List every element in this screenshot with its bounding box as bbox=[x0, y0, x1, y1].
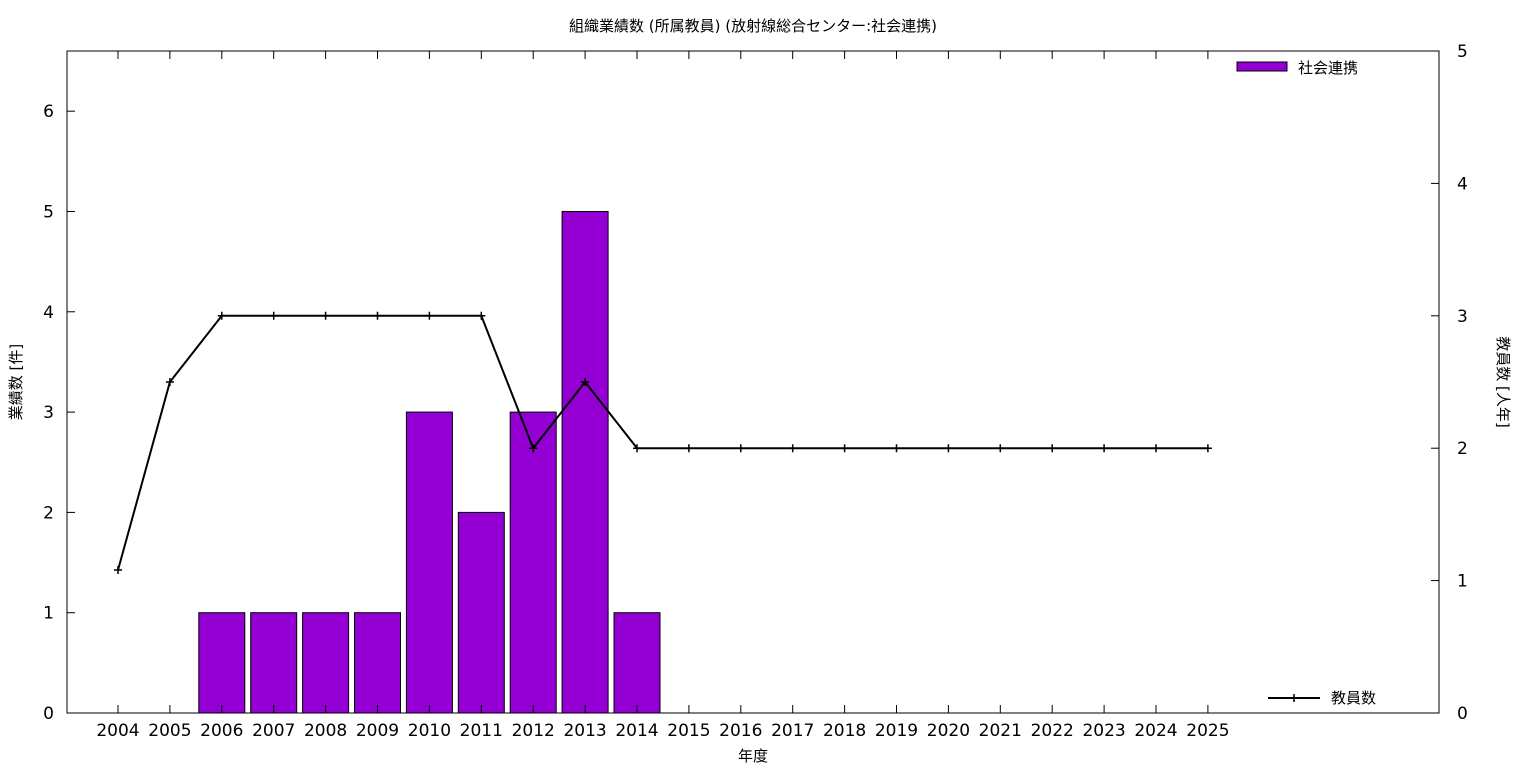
bar-2013 bbox=[561, 210, 609, 714]
x-tick-label-2004: 2004 bbox=[96, 721, 139, 741]
x-tick-label-2006: 2006 bbox=[200, 721, 243, 741]
legend-line: 教員数 bbox=[1268, 689, 1376, 707]
line-point-2010 bbox=[425, 311, 434, 320]
line-point-2018 bbox=[840, 444, 849, 453]
y-tick-label-6: 6 bbox=[43, 102, 54, 122]
y2-tick-label-2: 2 bbox=[1457, 439, 1468, 459]
legend-bar-label: 社会連携 bbox=[1298, 59, 1358, 77]
x-tick-label-2013: 2013 bbox=[563, 721, 606, 741]
y2-tick-label-1: 1 bbox=[1457, 572, 1468, 592]
line-point-2014 bbox=[633, 444, 641, 453]
legend-line-label: 教員数 bbox=[1331, 689, 1376, 707]
legend-bar: 社会連携 bbox=[1236, 59, 1358, 77]
plot-frame bbox=[66, 50, 1440, 714]
x-tick-label-2011: 2011 bbox=[460, 721, 503, 741]
line-point-2009 bbox=[373, 311, 382, 320]
x-tick-label-2017: 2017 bbox=[771, 721, 814, 741]
line-point-2008 bbox=[321, 311, 330, 320]
bar-2006 bbox=[198, 612, 246, 714]
line-point-2011 bbox=[477, 311, 486, 320]
x-tick-label-2007: 2007 bbox=[252, 721, 295, 741]
y-tick-label-4: 4 bbox=[43, 303, 54, 323]
x-tick-label-2008: 2008 bbox=[304, 721, 347, 741]
chart-title: 組織業績数 (所属教員) (放射線総合センター:社会連携) bbox=[569, 17, 937, 35]
bar-2012 bbox=[509, 411, 557, 714]
line-point-2021 bbox=[996, 444, 1005, 453]
line-point-2022 bbox=[1048, 444, 1057, 453]
line-point-2024 bbox=[1152, 444, 1160, 453]
line-point-2020 bbox=[944, 444, 953, 453]
y2-tick-label-3: 3 bbox=[1457, 307, 1468, 327]
x-tick-label-2010: 2010 bbox=[408, 721, 451, 741]
line-point-2017 bbox=[788, 444, 797, 453]
y2-tick-label-5: 5 bbox=[1457, 42, 1468, 62]
bar-2014 bbox=[613, 612, 661, 714]
y-tick-label-2: 2 bbox=[43, 503, 54, 523]
y2-tick-label-4: 4 bbox=[1457, 174, 1468, 194]
y-tick-label-0: 0 bbox=[43, 704, 54, 724]
bar-2009 bbox=[354, 612, 401, 714]
y-tick-label-3: 3 bbox=[43, 403, 54, 423]
line-point-2016 bbox=[736, 444, 745, 453]
y2-tick-label-0: 0 bbox=[1457, 704, 1468, 724]
x-tick-label-2021: 2021 bbox=[979, 721, 1022, 741]
y-tick-label-1: 1 bbox=[43, 604, 54, 624]
x-tick-label-2014: 2014 bbox=[615, 721, 658, 741]
x-tick-label-2022: 2022 bbox=[1031, 721, 1074, 741]
x-tick-label-2023: 2023 bbox=[1082, 721, 1125, 741]
line-point-2015 bbox=[684, 444, 693, 453]
bar-2010 bbox=[405, 411, 453, 714]
bar-2007 bbox=[250, 612, 298, 714]
y-tick-label-5: 5 bbox=[43, 202, 54, 222]
line-path bbox=[117, 314, 1208, 571]
legend-bar-swatch bbox=[1236, 61, 1288, 72]
bar-2008 bbox=[302, 612, 350, 714]
line-point-2007 bbox=[269, 311, 278, 320]
line-point-2023 bbox=[1100, 444, 1109, 453]
y2-axis-label: 教員数 [人年] bbox=[1494, 336, 1512, 427]
line-series bbox=[114, 311, 1212, 575]
x-tick-label-2015: 2015 bbox=[667, 721, 710, 741]
line-point-2004 bbox=[114, 566, 122, 575]
x-tick-label-2018: 2018 bbox=[823, 721, 866, 741]
x-tick-label-2012: 2012 bbox=[512, 721, 555, 741]
x-axis-label: 年度 bbox=[738, 747, 768, 765]
x-tick-label-2016: 2016 bbox=[719, 721, 762, 741]
line-point-2006 bbox=[217, 311, 226, 320]
bar-2011 bbox=[457, 511, 505, 714]
line-point-2013 bbox=[581, 378, 590, 386]
x-tick-label-2020: 2020 bbox=[927, 721, 970, 741]
bar-series bbox=[198, 210, 661, 714]
x-tick-label-2025: 2025 bbox=[1186, 721, 1229, 741]
x-axis-ticks: 2004 2005 2006 2007 2008 2009 2010 2011 2012 2013… bbox=[96, 51, 1230, 741]
line-point-2005 bbox=[165, 378, 174, 386]
y-axis-label: 業績数 [件] bbox=[7, 344, 25, 420]
line-point-2012 bbox=[529, 444, 538, 453]
x-tick-label-2005: 2005 bbox=[148, 721, 191, 741]
y-axis-ticks: 0 1 2 3 4 5 6 bbox=[43, 102, 75, 724]
line-point-2019 bbox=[892, 444, 901, 453]
line-point-2025 bbox=[1203, 444, 1212, 453]
y2-axis-ticks: 0 1 2 3 4 5 bbox=[1431, 42, 1468, 724]
x-tick-label-2009: 2009 bbox=[356, 721, 399, 741]
x-tick-label-2024: 2024 bbox=[1134, 721, 1177, 741]
x-tick-label-2019: 2019 bbox=[875, 721, 918, 741]
